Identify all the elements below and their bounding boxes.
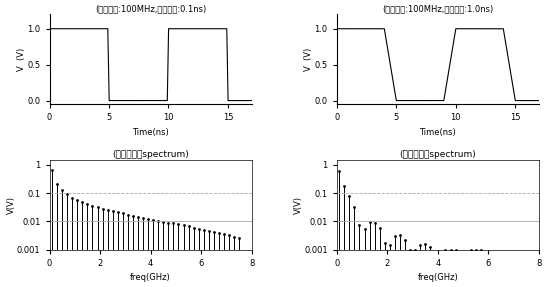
Title: (相同的頻率spectrum): (相同的頻率spectrum) — [112, 150, 189, 159]
Y-axis label: V(V): V(V) — [7, 196, 15, 214]
X-axis label: freq(GHz): freq(GHz) — [130, 273, 171, 282]
Title: (信號頻率:100MHz,站立時間:0.1ns): (信號頻率:100MHz,站立時間:0.1ns) — [95, 5, 206, 13]
X-axis label: Time(ns): Time(ns) — [420, 128, 456, 137]
Y-axis label: V(V): V(V) — [294, 196, 302, 214]
Y-axis label: V  (V): V (V) — [304, 48, 313, 71]
X-axis label: freq(GHz): freq(GHz) — [417, 273, 458, 282]
Y-axis label: V  (V): V (V) — [17, 48, 26, 71]
Title: (信號頻率:100MHz,站立時間:1.0ns): (信號頻率:100MHz,站立時間:1.0ns) — [382, 5, 493, 13]
Title: (相同的頻率spectrum): (相同的頻率spectrum) — [399, 150, 476, 159]
X-axis label: Time(ns): Time(ns) — [132, 128, 169, 137]
